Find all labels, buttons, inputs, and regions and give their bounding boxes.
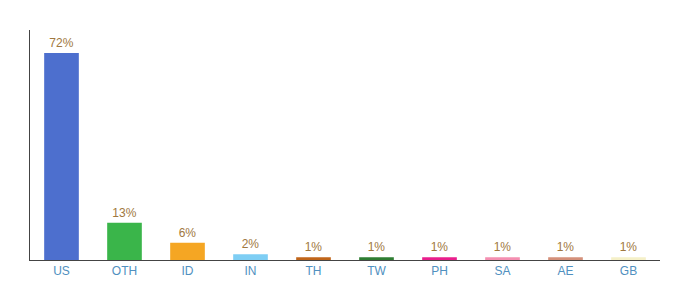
svg-text:IN: IN [245, 264, 257, 278]
svg-text:OTH: OTH [112, 264, 137, 278]
svg-text:13%: 13% [112, 206, 136, 220]
svg-text:SA: SA [494, 264, 510, 278]
svg-text:1%: 1% [620, 240, 638, 254]
svg-text:US: US [53, 264, 70, 278]
svg-text:1%: 1% [368, 240, 386, 254]
svg-text:2%: 2% [242, 237, 260, 251]
svg-text:1%: 1% [431, 240, 449, 254]
svg-text:TH: TH [306, 264, 322, 278]
svg-text:GB: GB [620, 264, 637, 278]
svg-text:ID: ID [182, 264, 194, 278]
svg-text:AE: AE [557, 264, 573, 278]
svg-text:PH: PH [431, 264, 448, 278]
svg-text:6%: 6% [179, 226, 197, 240]
svg-text:1%: 1% [494, 240, 512, 254]
svg-text:1%: 1% [557, 240, 575, 254]
svg-text:TW: TW [367, 264, 386, 278]
svg-text:72%: 72% [49, 36, 73, 50]
svg-text:1%: 1% [305, 240, 323, 254]
